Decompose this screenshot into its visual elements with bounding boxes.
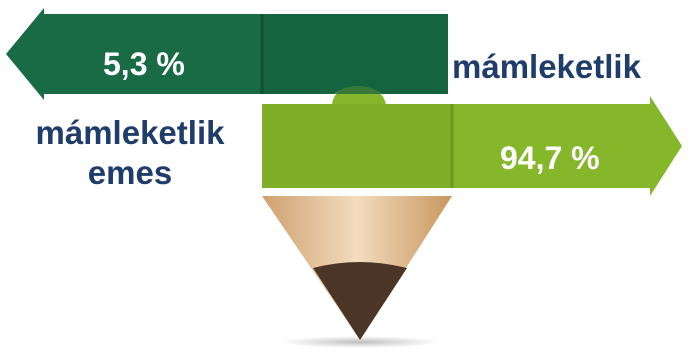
value-label-dark: 5,3 % — [103, 46, 185, 82]
value-label-light: 94,7 % — [500, 140, 600, 176]
category-label-left: mámleketlik emes — [35, 114, 225, 191]
arrow-left-shade — [262, 14, 448, 94]
pencil-lead — [313, 262, 407, 340]
category-label-right: mámleketlik — [452, 48, 641, 85]
arrow-right-shade — [262, 104, 452, 188]
pencil-shadow — [280, 336, 440, 348]
